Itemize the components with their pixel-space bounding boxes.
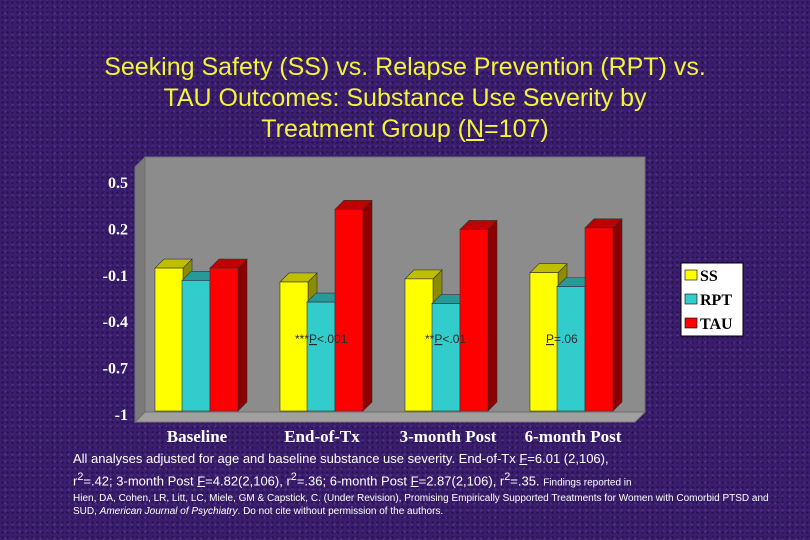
bar-side xyxy=(487,219,498,412)
bar-front xyxy=(431,303,461,412)
note-f3: F xyxy=(410,473,419,489)
x-tick-label: 6-month Post xyxy=(525,427,622,446)
significance-label: P=.06 xyxy=(546,332,578,346)
bar-front xyxy=(459,229,489,412)
y-tick-label: -0.4 xyxy=(103,314,128,331)
note-b5sup: 2 xyxy=(504,471,511,483)
legend-label-tau: TAU xyxy=(700,316,733,333)
x-axis: Baseline End-of-Tx 3-month Post 6-month Pos… xyxy=(167,427,622,446)
bar-front xyxy=(334,208,364,412)
sig-value: <.001 xyxy=(317,332,348,346)
sig-p: P xyxy=(546,332,554,346)
legend-label-rpt: RPT xyxy=(700,292,732,309)
bar-front xyxy=(209,267,239,412)
significance-label: **P<.01 xyxy=(425,332,466,346)
bar-front xyxy=(584,227,614,412)
y-tick-label: 0.5 xyxy=(108,175,128,192)
title-line-3-post: =107) xyxy=(484,115,549,143)
footnotes: All analyses adjusted for age and baseli… xyxy=(73,450,773,518)
significance-annotations: ***P<.001 **P<.01 P=.06 xyxy=(295,332,578,346)
sig-value: =.06 xyxy=(554,332,578,346)
legend-label-ss: SS xyxy=(700,268,718,285)
sig-stars: ** xyxy=(425,332,435,346)
ref-part-2: . Do not cite without permission of the … xyxy=(237,506,444,518)
bar-side xyxy=(612,218,623,412)
title-line-1: Seeking Safety (SS) vs. Relapse Preventi… xyxy=(104,53,706,81)
note-f2: F xyxy=(197,473,206,489)
note-b1: r xyxy=(73,473,78,489)
note-b5: =2.87(2,106), r xyxy=(418,473,505,489)
x-tick-label: 3-month Post xyxy=(400,427,497,446)
y-tick-label: -1 xyxy=(115,407,128,424)
bar-side xyxy=(237,258,248,412)
bars xyxy=(154,199,623,412)
note-b3sup: 2 xyxy=(290,471,297,483)
plot-floor xyxy=(133,411,647,423)
note-b6: =.35. xyxy=(510,473,540,489)
bar-tau xyxy=(584,218,623,412)
title-line-2: TAU Outcomes: Substance Use Severity by xyxy=(163,84,647,112)
x-tick-label: End-of-Tx xyxy=(284,427,360,446)
note-a2: =6.01 (2,106), xyxy=(527,451,609,466)
bar-front xyxy=(404,278,434,412)
bar-front xyxy=(529,272,559,412)
sig-p: P xyxy=(309,332,317,346)
ref-journal: American Journal of Psychiatry xyxy=(99,506,238,518)
legend-swatch-tau xyxy=(684,317,698,329)
x-tick-label: Baseline xyxy=(167,427,228,446)
sig-stars: *** xyxy=(295,332,309,346)
note-b1sup: 2 xyxy=(77,471,84,483)
bar-front xyxy=(306,301,336,412)
bar-front xyxy=(154,267,184,412)
chart-floor xyxy=(133,411,647,423)
significance-label: ***P<.001 xyxy=(295,332,348,346)
reference-note: Hien, DA, Cohen, LR, Litt, LC, Miele, GM… xyxy=(73,492,773,518)
ref-part-1: Hien, DA, Cohen, LR, Litt, LC, Miele, GM… xyxy=(73,493,769,518)
bar-front xyxy=(556,286,586,412)
note-b4: =.36; 6-month Post xyxy=(296,473,411,489)
plot-side-wall xyxy=(134,155,146,424)
title-line-3: Treatment Group (N=107) xyxy=(30,114,780,145)
title-line-3-pre: Treatment Group ( xyxy=(261,115,466,143)
findings-reported: Findings reported in xyxy=(543,477,632,489)
bar-tau xyxy=(334,199,373,412)
bar-tau xyxy=(459,219,498,412)
plot-wall xyxy=(134,155,646,424)
note-b2: =.42; 3-month Post xyxy=(83,473,198,489)
y-tick-label: -0.7 xyxy=(103,361,128,378)
bar-front xyxy=(279,281,309,412)
analysis-note: All analyses adjusted for age and baseli… xyxy=(73,450,773,492)
sig-value: <.01 xyxy=(442,332,466,346)
sig-p: P xyxy=(434,332,442,346)
legend: SS RPT TAU xyxy=(680,262,744,337)
bar-tau xyxy=(209,258,248,412)
y-tick-label: -0.1 xyxy=(103,268,128,285)
y-tick-label: 0.2 xyxy=(108,221,128,238)
bar-front xyxy=(181,280,211,412)
bar-side xyxy=(362,199,373,412)
note-b3: =4.82(2,106), r xyxy=(205,473,291,489)
legend-swatch-ss xyxy=(684,269,698,281)
legend-swatch-rpt xyxy=(684,293,698,305)
note-a1: All analyses adjusted for age and baseli… xyxy=(73,451,520,466)
title-n: N xyxy=(466,115,485,143)
note-f1: F xyxy=(519,451,528,466)
slide-title: Seeking Safety (SS) vs. Relapse Preventi… xyxy=(30,52,780,145)
y-axis: 0.5 0.2 -0.1 -0.4 -0.7 -1 xyxy=(103,175,128,424)
